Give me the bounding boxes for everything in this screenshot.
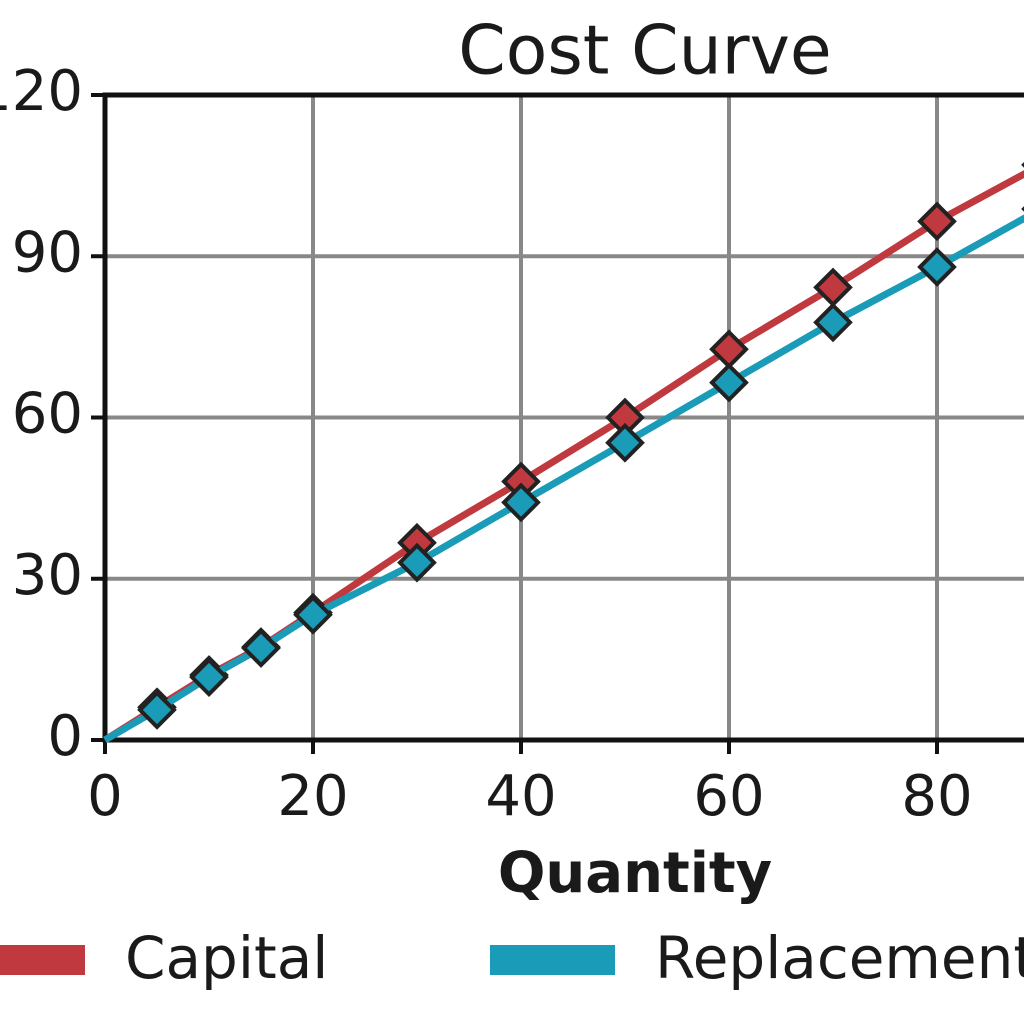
x-axis-label: Quantity bbox=[498, 841, 772, 906]
x-tick-label: 0 bbox=[87, 764, 123, 829]
y-tick-label: 120 bbox=[0, 59, 83, 124]
point-marker bbox=[917, 247, 957, 287]
point-marker bbox=[917, 201, 957, 242]
point-marker bbox=[813, 267, 853, 308]
series-line bbox=[103, 214, 1024, 744]
x-tick-label: 80 bbox=[901, 764, 972, 829]
y-tick-label: 60 bbox=[12, 382, 83, 447]
point-marker bbox=[605, 422, 645, 463]
y-tick-label: 0 bbox=[47, 704, 83, 769]
point-marker bbox=[397, 542, 437, 583]
x-tick-label: 40 bbox=[485, 764, 556, 829]
point-marker bbox=[137, 690, 177, 730]
x-tick-label: 20 bbox=[277, 764, 348, 829]
legend-swatch bbox=[0, 945, 85, 975]
y-tick-label: 30 bbox=[12, 543, 83, 608]
plot-frame bbox=[102, 92, 1024, 743]
series-line bbox=[103, 170, 1024, 743]
chart-title: Cost Curve bbox=[458, 12, 831, 91]
x-tick-label: 60 bbox=[693, 764, 764, 829]
point-marker bbox=[241, 628, 281, 668]
point-marker bbox=[501, 482, 541, 523]
legend-swatch bbox=[490, 945, 615, 975]
y-tick-label: 90 bbox=[12, 220, 83, 285]
legend-label: Capital bbox=[125, 924, 328, 992]
point-marker bbox=[813, 302, 853, 343]
point-marker bbox=[709, 362, 749, 403]
point-marker bbox=[189, 657, 229, 697]
legend-label: Replacement bbox=[655, 924, 1024, 992]
point-marker bbox=[293, 594, 333, 635]
